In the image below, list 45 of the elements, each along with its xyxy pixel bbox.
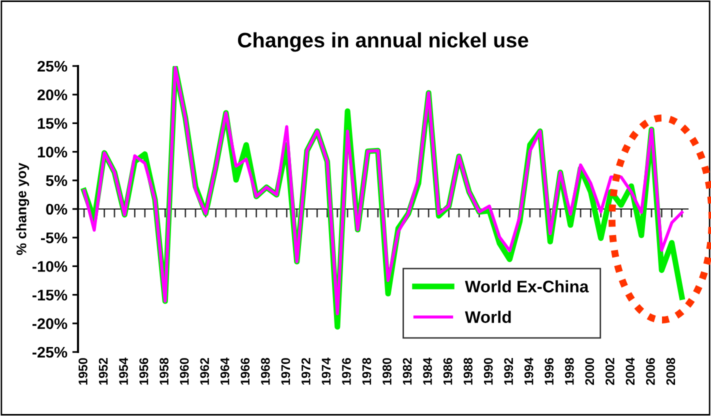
y-tick-label: 0%	[46, 204, 68, 215]
x-tick-label: 1988	[464, 358, 472, 385]
x-tick-label: 1980	[382, 358, 392, 385]
legend-label: World Ex-China	[464, 280, 589, 292]
x-tick-label: 1970	[281, 358, 290, 385]
x-tick-label: 1986	[443, 358, 452, 385]
x-tick-label: 2008	[666, 358, 676, 385]
x-tick-label: 2006	[646, 358, 655, 385]
x-tick-label: 1958	[160, 358, 168, 385]
x-tick-label: 1972	[302, 358, 310, 385]
y-axis-title: % change yoy	[16, 162, 30, 255]
y-tick-label: 20%	[38, 89, 68, 100]
y-tick-label: -10%	[32, 261, 68, 272]
x-tick-label: 1994	[524, 358, 534, 385]
x-tick-label: 1954	[119, 358, 128, 385]
y-tick-label: 10%	[38, 146, 68, 158]
x-tick-label: 1990	[484, 358, 493, 385]
y-tick-label: -25%	[32, 346, 68, 358]
y-tick-label: 25%	[38, 60, 68, 72]
x-tick-label: 1976	[342, 358, 351, 385]
y-tick-label: -20%	[32, 318, 68, 330]
legend-label: World	[464, 310, 511, 323]
x-tick-label: 1974	[322, 358, 331, 385]
x-tick-label: 2004	[626, 358, 635, 385]
chart-title: Changes in annual nickel use	[238, 32, 528, 52]
x-tick-label: 1978	[362, 358, 372, 385]
x-tick-label: 1966	[240, 358, 250, 385]
x-tick-label: 1998	[564, 358, 574, 385]
y-tick-label: -15%	[32, 290, 68, 300]
x-tick-label: 1960	[180, 358, 189, 385]
x-tick-label: 1964	[220, 358, 230, 385]
x-tick-label: 1982	[402, 358, 412, 385]
y-tick-label: -5%	[41, 232, 68, 244]
x-tick-label: 1996	[544, 358, 554, 385]
x-tick-label: 1984	[423, 358, 432, 385]
x-tick-label: 1962	[200, 358, 210, 385]
y-tick-label: 5%	[46, 175, 68, 186]
x-tick-label: 1968	[260, 358, 270, 385]
x-tick-label: 2000	[585, 358, 594, 385]
x-tick-label: 1956	[139, 358, 148, 385]
x-tick-label: 1992	[504, 358, 514, 385]
x-tick-label: 1952	[98, 358, 108, 385]
x-tick-label: 2002	[605, 358, 614, 385]
x-tick-label: 1950	[78, 358, 88, 385]
y-tick-label: 15%	[38, 118, 68, 129]
